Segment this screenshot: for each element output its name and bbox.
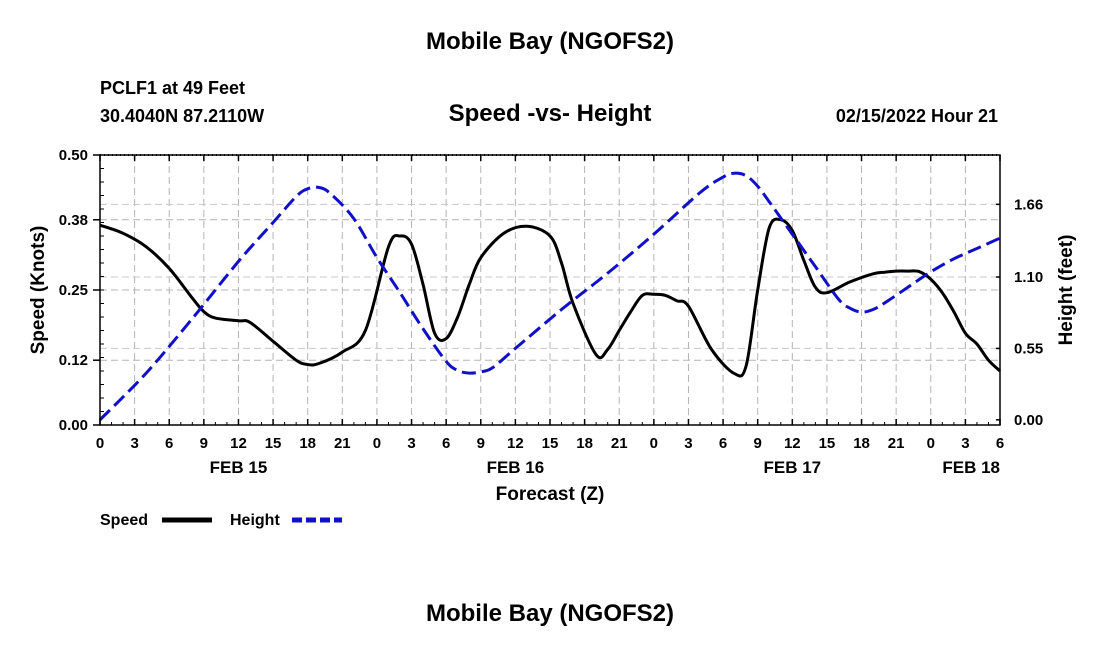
x-tick-label: 9: [477, 435, 485, 452]
x-tick-label: 21: [334, 435, 351, 452]
speed-height-chart: 0 3 6 9 12 15 18 21 0 3 6 9 12 15 18 21 0 3 6 9 12 15 18 21 0 3 60…: [28, 147, 1077, 529]
x-tick-label: 15: [265, 435, 282, 452]
legend-speed-label: Speed: [100, 512, 148, 529]
date-label: FEB 16: [487, 458, 545, 477]
y2-tick-label: 0.55: [1014, 340, 1043, 357]
x-tick-label: 18: [299, 435, 316, 452]
x-axis-label: Forecast (Z): [496, 484, 605, 505]
axes: 0 3 6 9 12 15 18 21 0 3 6 9 12 15 18 21 0 3 6 9 12 15 18 21 0 3 60…: [59, 147, 1043, 477]
date-label: FEB 15: [210, 458, 268, 477]
x-tick-label: 0: [96, 435, 104, 452]
x-tick-label: 6: [165, 435, 173, 452]
x-tick-label: 12: [230, 435, 247, 452]
bottom-title: Mobile Bay (NGOFS2): [425, 600, 675, 627]
y-tick-label: 0.12: [59, 352, 88, 369]
series-line-height: [98, 171, 1001, 421]
y-axis-label: Speed (Knots): [28, 226, 49, 355]
x-tick-label: 6: [996, 435, 1004, 452]
y2-tick-label: 1.10: [1014, 269, 1043, 286]
y2-tick-label: 1.66: [1014, 196, 1043, 213]
date-label: FEB 17: [763, 458, 821, 477]
x-tick-label: 15: [542, 435, 559, 452]
x-tick-label: 3: [961, 435, 969, 452]
legend-height-label: Height: [230, 512, 280, 529]
x-tick-label: 9: [200, 435, 208, 452]
station-label: PCLF1 at 49 Feet: [100, 78, 246, 98]
top-title: Mobile Bay (NGOFS2): [425, 28, 675, 55]
y-tick-label: 0.00: [59, 417, 88, 434]
x-tick-label: 18: [853, 435, 870, 452]
chart-subtitle: Speed -vs- Height: [448, 100, 652, 127]
series-lines: [98, 171, 1002, 421]
x-tick-label: 3: [407, 435, 415, 452]
legend: Speed Height: [100, 512, 342, 529]
station-coordinates: 30.4040N 87.2110W: [100, 106, 265, 126]
x-tick-label: 15: [819, 435, 836, 452]
x-tick-label: 18: [576, 435, 593, 452]
y2-axis-label: Height (feet): [1056, 235, 1077, 346]
x-tick-label: 3: [684, 435, 692, 452]
x-tick-label: 12: [784, 435, 801, 452]
x-tick-label: 21: [888, 435, 905, 452]
x-tick-label: 21: [611, 435, 628, 452]
x-tick-label: 0: [373, 435, 381, 452]
series-line-speed: [99, 217, 1002, 378]
x-tick-label: 6: [719, 435, 727, 452]
x-tick-label: 3: [130, 435, 138, 452]
x-tick-label: 0: [927, 435, 935, 452]
y-tick-label: 0.50: [59, 147, 88, 164]
grid-lines: [100, 155, 1000, 425]
x-tick-label: 6: [442, 435, 450, 452]
forecast-datetime: 02/15/2022 Hour 21: [835, 106, 998, 126]
y2-tick-label: 0.00: [1014, 412, 1043, 429]
y-tick-label: 0.38: [59, 212, 88, 229]
x-tick-label: 12: [507, 435, 524, 452]
date-label: FEB 18: [942, 458, 1000, 477]
x-tick-label: 9: [754, 435, 762, 452]
x-tick-label: 0: [650, 435, 658, 452]
y-tick-label: 0.25: [59, 282, 88, 299]
